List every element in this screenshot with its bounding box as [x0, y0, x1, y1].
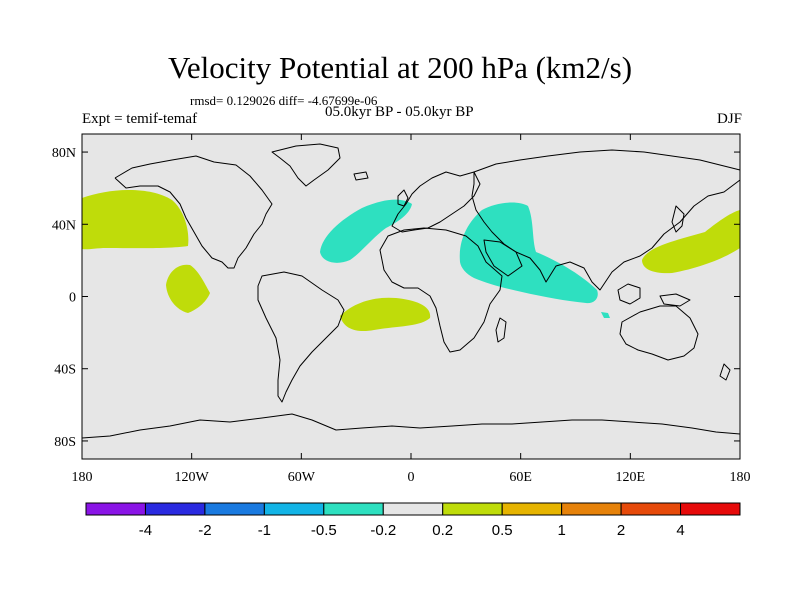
- colorbar-box: [442, 502, 503, 516]
- colorbar-label: -0.2: [370, 522, 396, 539]
- colorbar-label: 4: [676, 522, 684, 539]
- coast-new-zealand: [719, 363, 731, 381]
- y-axis: 80N 40N 0 40S 80S: [52, 146, 740, 450]
- coast-japan: [671, 205, 685, 233]
- coast-australia: [619, 305, 699, 361]
- x-tick-label: 180: [730, 470, 751, 485]
- y-tick-label: 80S: [54, 435, 76, 450]
- anomaly-north-pacific: [82, 190, 189, 250]
- y-tick-label: 40N: [52, 218, 76, 233]
- anomaly-sumatra-fragment: [601, 312, 610, 318]
- anomaly-south-atlantic: [340, 297, 431, 332]
- colorbar: -4 -2 -1 -0.5 -0.2 0.2 0.5 1 2 4: [85, 502, 741, 539]
- anomaly-west-pacific: [642, 210, 740, 274]
- y-tick-label: 40S: [54, 363, 76, 378]
- x-tick-label: 0: [408, 470, 415, 485]
- colorbar-label: -4: [139, 522, 152, 539]
- colorbar-box: [144, 502, 206, 516]
- coastlines: [81, 143, 741, 439]
- coast-greenland: [271, 143, 341, 187]
- anomaly-layer: [82, 190, 740, 332]
- coast-antarctica: [81, 413, 741, 439]
- coast-new-guinea: [659, 293, 691, 307]
- colorbar-box: [501, 502, 563, 516]
- x-tick-label: 120E: [616, 470, 646, 485]
- x-tick-label: 120W: [175, 470, 210, 485]
- colorbar-box: [85, 502, 146, 516]
- coast-south-america: [257, 271, 345, 403]
- colorbar-box: [680, 502, 741, 516]
- coast-arabia: [483, 239, 523, 277]
- colorbar-label: -2: [198, 522, 211, 539]
- colorbar-box: [620, 502, 682, 516]
- x-tick-label: 180: [72, 470, 93, 485]
- colorbar-label: 2: [617, 522, 625, 539]
- plot-title: Velocity Potential at 200 hPa (km2/s): [167, 50, 633, 85]
- x-tick-label: 60E: [509, 470, 532, 485]
- y-tick-label: 80N: [52, 146, 76, 161]
- y-tick-label: 0: [69, 291, 76, 306]
- coast-iceland: [353, 171, 369, 181]
- colorbar-label: -1: [258, 522, 271, 539]
- stats-line: rmsd= 0.129026 diff= -4.67699e-06: [190, 93, 378, 108]
- period-label: 05.0kyr BP - 05.0kyr BP: [325, 104, 474, 120]
- colorbar-box: [204, 502, 265, 516]
- coast-north-america: [114, 155, 273, 269]
- colorbar-box: [323, 502, 384, 516]
- colorbar-box: [561, 502, 622, 516]
- colorbar-label: 1: [557, 522, 565, 539]
- coast-uk: [397, 189, 409, 207]
- x-axis: 180 120W 60W 0 60E 120E 180: [72, 134, 751, 485]
- anomaly-africa-indian-ocean: [459, 202, 598, 304]
- colorbar-box: [263, 502, 325, 516]
- anomaly-north-atlantic: [320, 199, 412, 263]
- coast-africa: [379, 227, 503, 353]
- experiment-label: Expt = temif-temaf: [82, 111, 198, 127]
- colorbar-label: 0.2: [432, 522, 453, 539]
- coast-borneo: [617, 283, 641, 305]
- x-tick-label: 60W: [288, 470, 316, 485]
- colorbar-label: 0.5: [492, 522, 513, 539]
- colorbar-box: [382, 502, 444, 516]
- season-label: DJF: [716, 111, 742, 127]
- colorbar-label: -0.5: [311, 522, 337, 539]
- anomaly-tropical-east-pacific: [166, 264, 210, 313]
- coast-madagascar: [495, 317, 507, 343]
